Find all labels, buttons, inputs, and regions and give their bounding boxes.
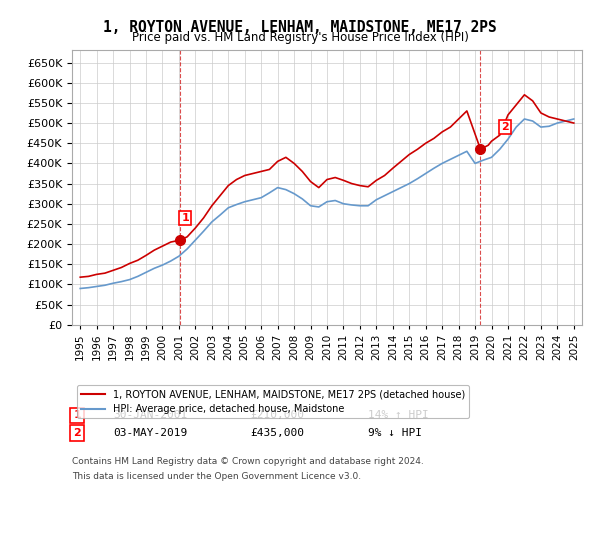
- Text: Contains HM Land Registry data © Crown copyright and database right 2024.: Contains HM Land Registry data © Crown c…: [72, 456, 424, 465]
- Text: 1: 1: [181, 213, 189, 223]
- Text: 2: 2: [73, 428, 81, 438]
- Text: £210,000: £210,000: [251, 410, 305, 421]
- Text: 30-JAN-2001: 30-JAN-2001: [113, 410, 187, 421]
- Text: £435,000: £435,000: [251, 428, 305, 438]
- Text: 9% ↓ HPI: 9% ↓ HPI: [368, 428, 422, 438]
- Text: 14% ↑ HPI: 14% ↑ HPI: [368, 410, 428, 421]
- Legend: 1, ROYTON AVENUE, LENHAM, MAIDSTONE, ME17 2PS (detached house), HPI: Average pri: 1, ROYTON AVENUE, LENHAM, MAIDSTONE, ME1…: [77, 385, 469, 418]
- Text: 2: 2: [501, 122, 509, 132]
- Text: 1: 1: [73, 410, 81, 421]
- Text: Price paid vs. HM Land Registry's House Price Index (HPI): Price paid vs. HM Land Registry's House …: [131, 31, 469, 44]
- Text: This data is licensed under the Open Government Licence v3.0.: This data is licensed under the Open Gov…: [72, 472, 361, 480]
- Text: 1, ROYTON AVENUE, LENHAM, MAIDSTONE, ME17 2PS: 1, ROYTON AVENUE, LENHAM, MAIDSTONE, ME1…: [103, 20, 497, 35]
- Text: 03-MAY-2019: 03-MAY-2019: [113, 428, 187, 438]
